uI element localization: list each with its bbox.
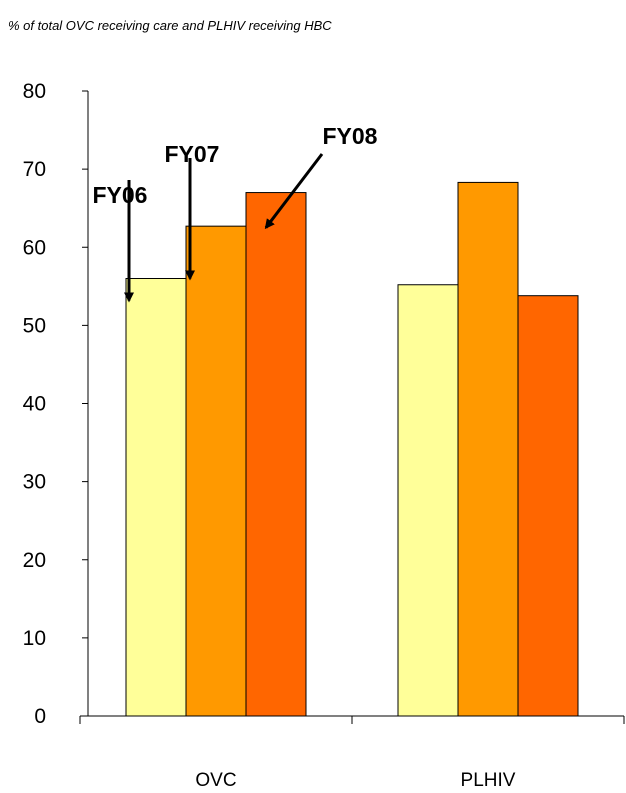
annotation-arrow-fy08 — [264, 153, 324, 230]
y-tick-label: 50 — [23, 314, 46, 337]
axes-group — [79, 90, 625, 724]
y-tick-label: 40 — [23, 393, 46, 416]
y-tick-label: 30 — [23, 471, 46, 494]
series-label-fy07: FY07 — [165, 141, 220, 167]
y-tick-label: 20 — [23, 549, 46, 572]
labels-group: OVC PLHIV 0 10 20 30 40 50 60 70 80 — [23, 80, 516, 791]
annotations-group: FY06 FY07 FY08 — [93, 123, 378, 303]
category-label: OVC — [195, 770, 236, 791]
y-tick-label: 60 — [23, 236, 46, 259]
bar-ovc-fy06 — [125, 278, 187, 717]
bar-ovc-fy08 — [245, 192, 307, 717]
series-label-fy08: FY08 — [323, 123, 378, 149]
bar-plhiv-fy08 — [517, 295, 579, 717]
bar-plhiv-fy07 — [457, 181, 519, 717]
y-tick-label: 70 — [23, 158, 46, 181]
chart-subtitle: % of total OVC receiving care and PLHIV … — [8, 18, 332, 33]
bars-group — [125, 181, 579, 717]
bar-ovc-fy07 — [185, 225, 247, 717]
y-tick-label: 0 — [34, 705, 46, 728]
y-tick-label: 80 — [23, 80, 46, 103]
bar-plhiv-fy06 — [397, 284, 459, 717]
series-label-fy06: FY06 — [93, 182, 148, 208]
y-tick-label: 10 — [23, 627, 46, 650]
category-label: PLHIV — [461, 770, 516, 791]
